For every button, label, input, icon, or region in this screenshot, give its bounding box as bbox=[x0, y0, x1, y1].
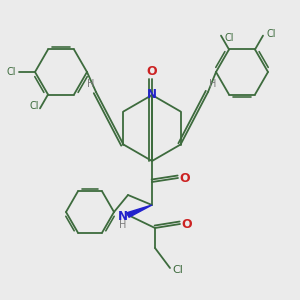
Text: H: H bbox=[87, 79, 95, 89]
Text: H: H bbox=[209, 79, 217, 89]
Text: N: N bbox=[118, 209, 128, 223]
Text: O: O bbox=[182, 218, 192, 230]
Text: N: N bbox=[147, 88, 157, 101]
Text: Cl: Cl bbox=[29, 101, 39, 111]
Text: Cl: Cl bbox=[172, 265, 183, 275]
Text: H: H bbox=[119, 220, 127, 230]
Polygon shape bbox=[127, 205, 152, 217]
Text: Cl: Cl bbox=[6, 67, 16, 77]
Text: O: O bbox=[180, 172, 190, 184]
Text: O: O bbox=[147, 65, 157, 78]
Text: Cl: Cl bbox=[224, 33, 234, 43]
Text: Cl: Cl bbox=[266, 28, 276, 39]
